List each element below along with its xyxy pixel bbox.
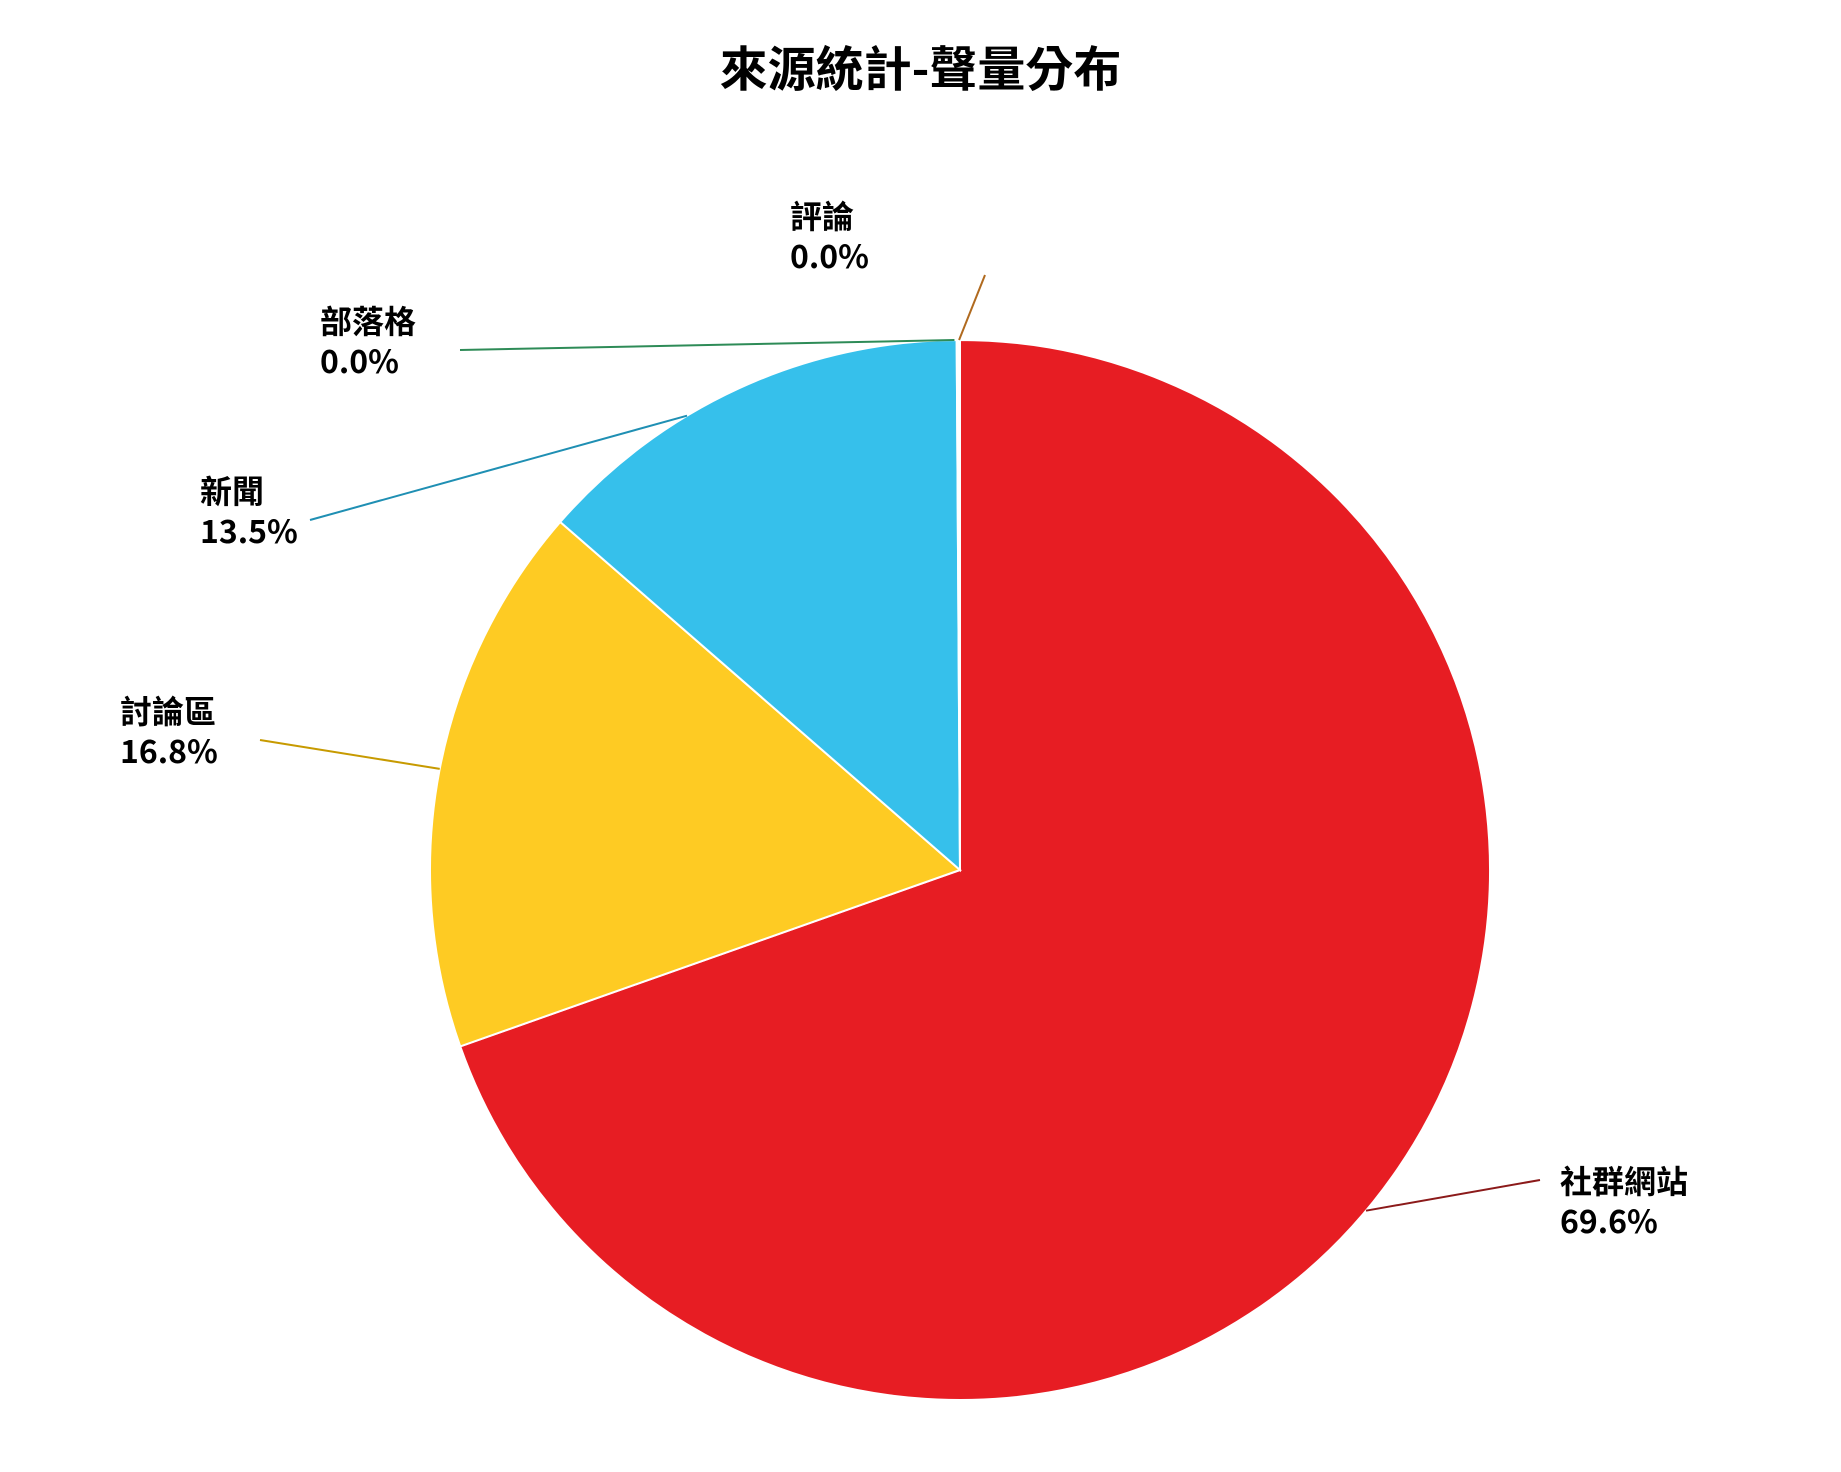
pie-svg [0,0,1841,1472]
slice-label-value: 0.0% [790,235,869,275]
leader-line [260,740,440,769]
slice-label: 部落格0.0% [320,300,416,380]
slice-label-name: 討論區 [120,690,218,730]
slice-label-name: 社群網站 [1560,1160,1688,1200]
leader-line [1366,1180,1540,1211]
slice-label: 社群網站69.6% [1560,1160,1688,1240]
slice-label-value: 16.8% [120,730,218,770]
slice-label-value: 69.6% [1560,1200,1688,1240]
slice-label-value: 13.5% [200,510,298,550]
pie-chart: 來源統計-聲量分布 社群網站69.6%討論區16.8%新聞13.5%部落格0.0… [0,0,1841,1472]
slice-label: 討論區16.8% [120,690,218,770]
slice-label: 新聞13.5% [200,470,298,550]
chart-title: 來源統計-聲量分布 [0,30,1841,100]
leader-line [959,275,985,340]
slice-label-value: 0.0% [320,340,416,380]
slice-label-name: 評論 [790,195,869,235]
slice-label-name: 部落格 [320,300,416,340]
slice-label: 評論0.0% [790,195,869,275]
slice-label-name: 新聞 [200,470,298,510]
